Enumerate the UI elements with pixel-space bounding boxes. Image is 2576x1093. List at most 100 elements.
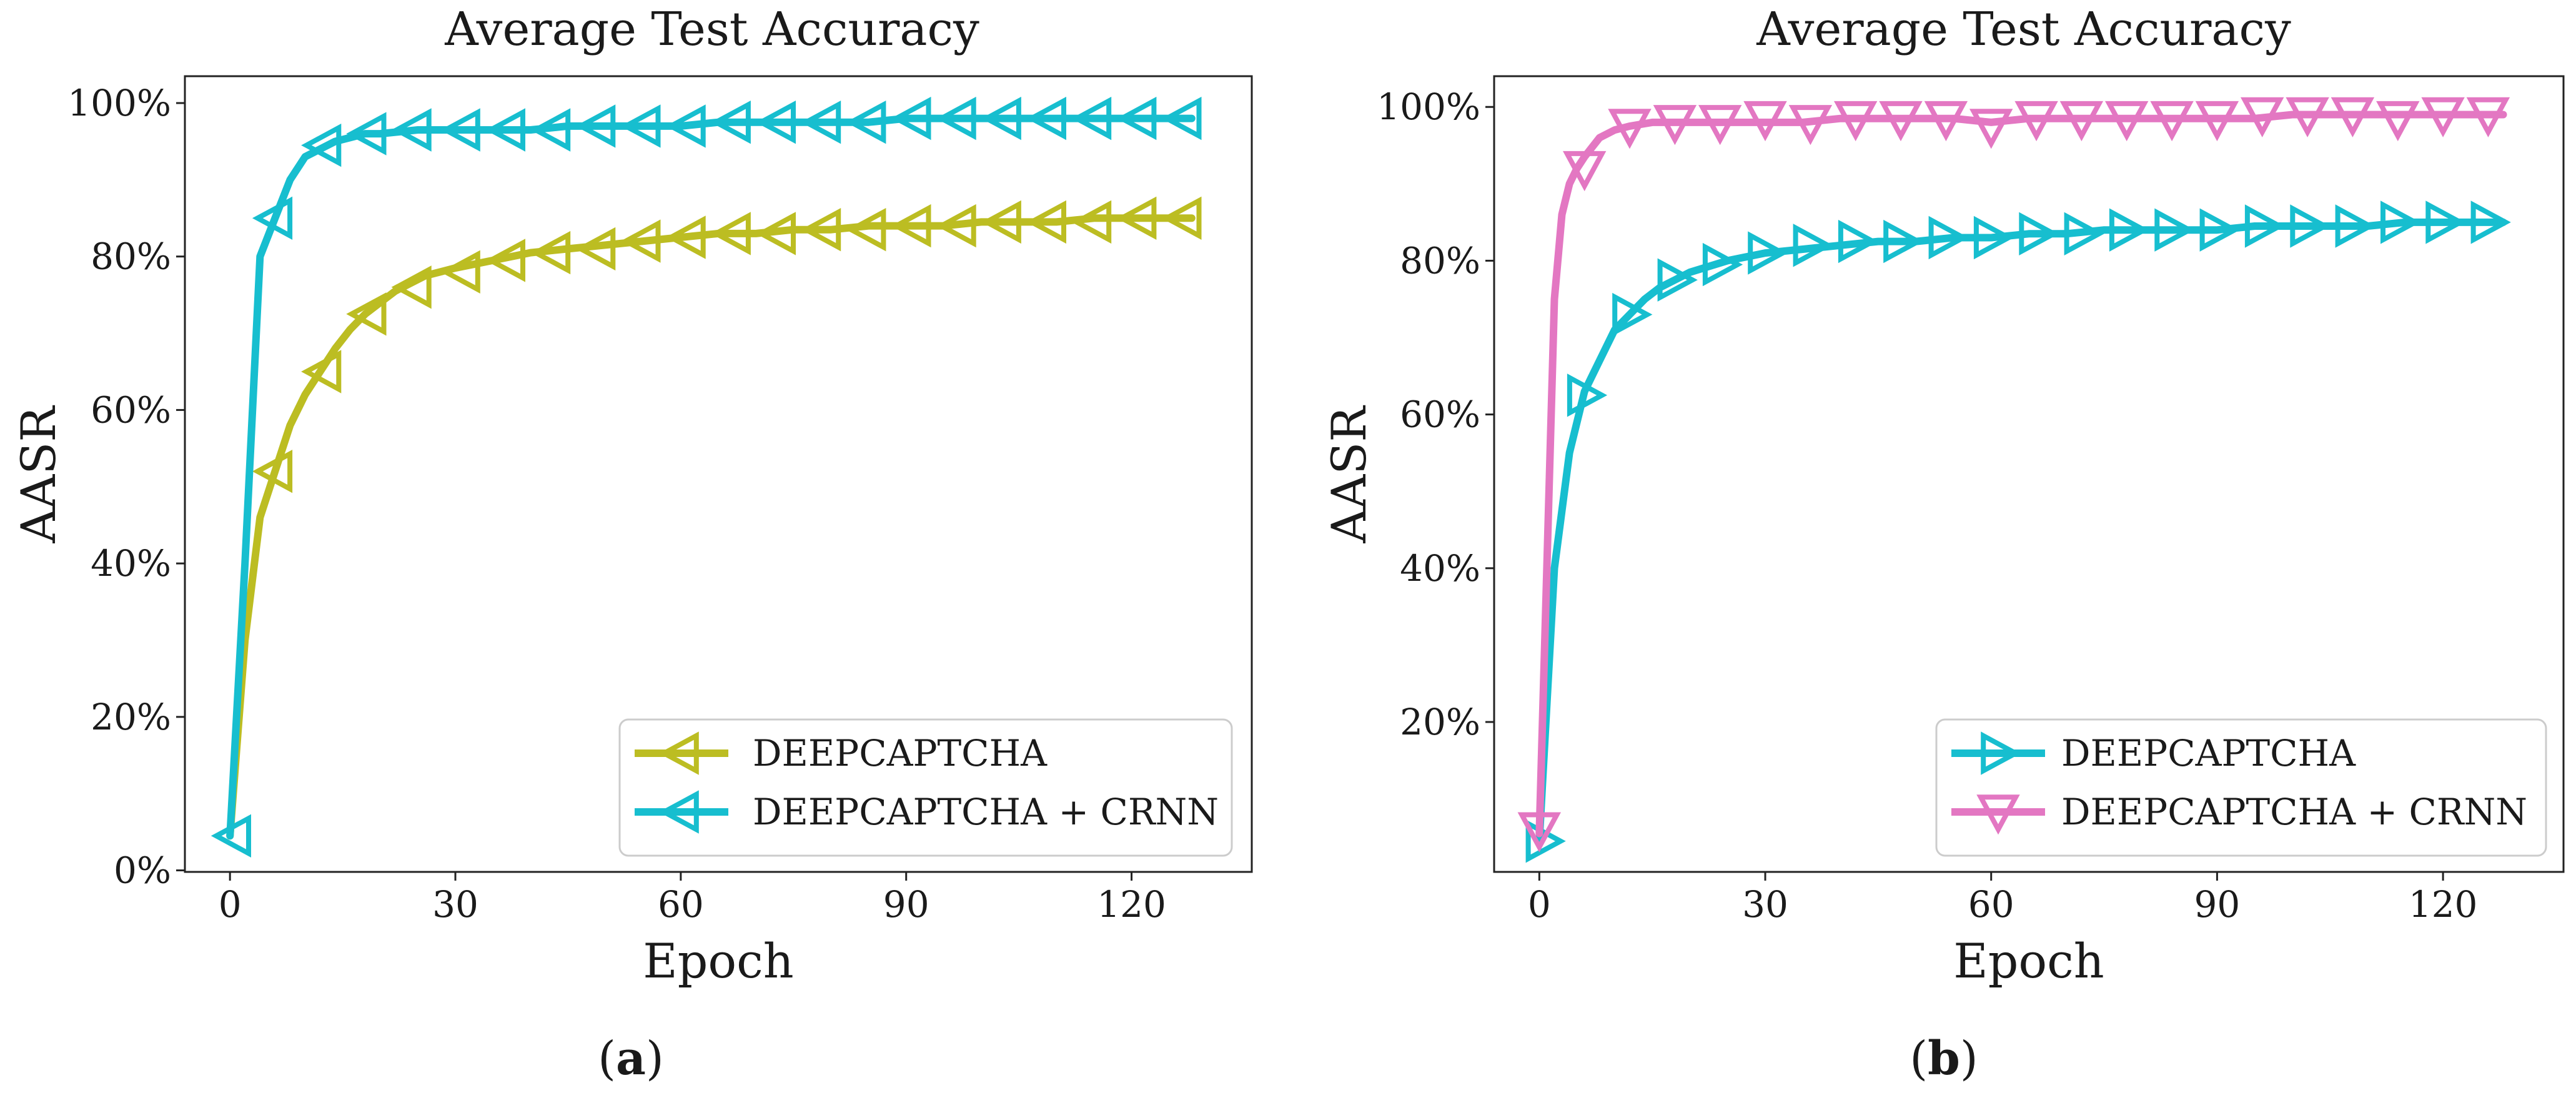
data-point-marker bbox=[891, 96, 931, 141]
data-point-marker bbox=[485, 239, 525, 282]
data-point-marker bbox=[2154, 208, 2195, 252]
data-point-marker bbox=[1969, 109, 2013, 149]
data-point-marker bbox=[530, 108, 571, 152]
plot-area-frame bbox=[184, 75, 1253, 873]
data-point-marker bbox=[575, 227, 616, 271]
data-point-marker bbox=[346, 112, 387, 156]
data-point-marker bbox=[2466, 97, 2510, 137]
data-point-marker bbox=[2109, 208, 2150, 252]
legend-entry: DEEPCAPTCHA bbox=[635, 731, 1048, 775]
legend-label: DEEPCAPTCHA bbox=[753, 732, 1048, 774]
data-point-marker bbox=[2104, 101, 2149, 142]
legend: DEEPCAPTCHA DEEPCAPTCHA + CRNN bbox=[618, 718, 1233, 857]
legend-box bbox=[1935, 718, 2547, 857]
x-tick-label: 60 bbox=[658, 883, 704, 926]
x-tick-label: 30 bbox=[432, 883, 478, 926]
caption-letter: b bbox=[1928, 1032, 1960, 1086]
data-point-marker bbox=[575, 104, 616, 148]
data-point-marker bbox=[981, 200, 1021, 244]
data-point-marker bbox=[800, 207, 841, 252]
legend-box bbox=[618, 718, 1233, 857]
data-point-marker bbox=[2240, 97, 2284, 137]
data-point-marker bbox=[1973, 215, 2014, 260]
data-point-marker bbox=[2470, 200, 2511, 244]
data-point-marker bbox=[1161, 196, 1202, 240]
y-axis-label: AASR bbox=[11, 405, 66, 544]
y-tick-label: 40% bbox=[1400, 547, 1480, 590]
data-point-marker bbox=[1788, 105, 1833, 146]
data-point-marker bbox=[2064, 212, 2104, 256]
y-tick-label: 20% bbox=[1400, 701, 1480, 743]
x-tick-label: 0 bbox=[219, 883, 242, 926]
data-point-marker bbox=[1883, 219, 1924, 264]
data-point-marker bbox=[755, 100, 796, 144]
data-point-marker bbox=[1698, 105, 1742, 146]
x-axis-label: Epoch bbox=[1953, 933, 2104, 989]
x-axis-label: Epoch bbox=[643, 933, 793, 989]
legend-marker bbox=[658, 790, 699, 834]
x-axis-ticks: 0 30 60 90 120 bbox=[1528, 872, 2477, 926]
x-tick-label: 90 bbox=[2194, 883, 2241, 926]
y-tick-label: 20% bbox=[91, 696, 171, 738]
data-point-marker bbox=[846, 100, 886, 144]
subfigure-caption: (a) bbox=[598, 1032, 664, 1086]
data-point-marker bbox=[620, 104, 661, 148]
series-layer bbox=[211, 96, 1202, 858]
data-point-marker bbox=[301, 123, 342, 167]
data-point-marker bbox=[1116, 196, 1157, 240]
data-point-marker bbox=[530, 230, 571, 275]
legend-entry: DEEPCAPTCHA + CRNN bbox=[1951, 791, 2527, 835]
data-point-marker bbox=[1026, 200, 1066, 244]
data-point-marker bbox=[1608, 109, 1652, 149]
data-point-marker bbox=[2014, 101, 2058, 142]
data-point-marker bbox=[2195, 101, 2239, 142]
data-point-marker bbox=[346, 292, 387, 336]
data-point-marker bbox=[1833, 101, 1878, 142]
legend-entry: DEEPCAPTCHA + CRNN bbox=[635, 790, 1219, 834]
data-point-marker bbox=[936, 204, 976, 248]
y-tick-label: 40% bbox=[91, 542, 171, 585]
data-point-marker bbox=[1612, 292, 1653, 337]
data-point-marker bbox=[620, 219, 661, 263]
data-point-marker bbox=[2335, 204, 2375, 248]
data-point-marker bbox=[1071, 96, 1112, 141]
data-point-marker bbox=[1567, 373, 1608, 417]
y-tick-label: 80% bbox=[91, 235, 171, 278]
data-point-marker bbox=[2421, 97, 2465, 137]
subfigure-caption: (b) bbox=[1910, 1032, 1978, 1086]
x-axis-ticks: 0 30 60 90 120 bbox=[219, 872, 1166, 926]
data-point-marker bbox=[1517, 812, 1562, 853]
data-point-marker bbox=[301, 350, 342, 393]
plot-area-frame bbox=[1493, 75, 2565, 873]
data-point-marker bbox=[211, 814, 251, 858]
y-axis-ticks: 0% 20% 40% 60% 80% 100% bbox=[67, 82, 185, 892]
data-point-marker bbox=[1748, 231, 1788, 275]
chart-panel-b: Average Test Accuracy 20% 40% 60% 80% 100% 0… bbox=[1321, 2, 2565, 1086]
series-layer bbox=[1517, 97, 2511, 863]
data-point-marker bbox=[2286, 97, 2329, 137]
x-tick-label: 120 bbox=[1097, 883, 1166, 926]
data-point-marker bbox=[710, 100, 751, 144]
data-point-marker bbox=[2019, 212, 2059, 256]
data-point-marker bbox=[2425, 200, 2466, 244]
y-tick-label: 60% bbox=[1400, 393, 1480, 436]
y-axis-label: AASR bbox=[1321, 405, 1377, 544]
data-point-marker bbox=[1161, 96, 1202, 141]
data-point-marker bbox=[2376, 101, 2420, 142]
legend-label: DEEPCAPTCHA + CRNN bbox=[2061, 791, 2527, 833]
data-point-marker bbox=[1743, 101, 1787, 142]
data-point-marker bbox=[440, 108, 480, 152]
data-point-marker bbox=[440, 250, 480, 294]
data-point-marker bbox=[665, 104, 706, 148]
data-point-marker bbox=[1924, 101, 1968, 142]
y-tick-label: 60% bbox=[91, 388, 171, 431]
legend-entry: DEEPCAPTCHA bbox=[1951, 731, 2356, 775]
data-point-marker bbox=[1071, 200, 1112, 244]
chart-title: Average Test Accuracy bbox=[444, 2, 979, 56]
data-point-marker bbox=[891, 204, 931, 248]
data-point-marker bbox=[846, 207, 886, 252]
data-point-marker bbox=[1838, 219, 1879, 264]
data-point-marker bbox=[1879, 101, 1923, 142]
data-point-marker bbox=[2150, 101, 2194, 142]
data-point-marker bbox=[252, 449, 293, 493]
